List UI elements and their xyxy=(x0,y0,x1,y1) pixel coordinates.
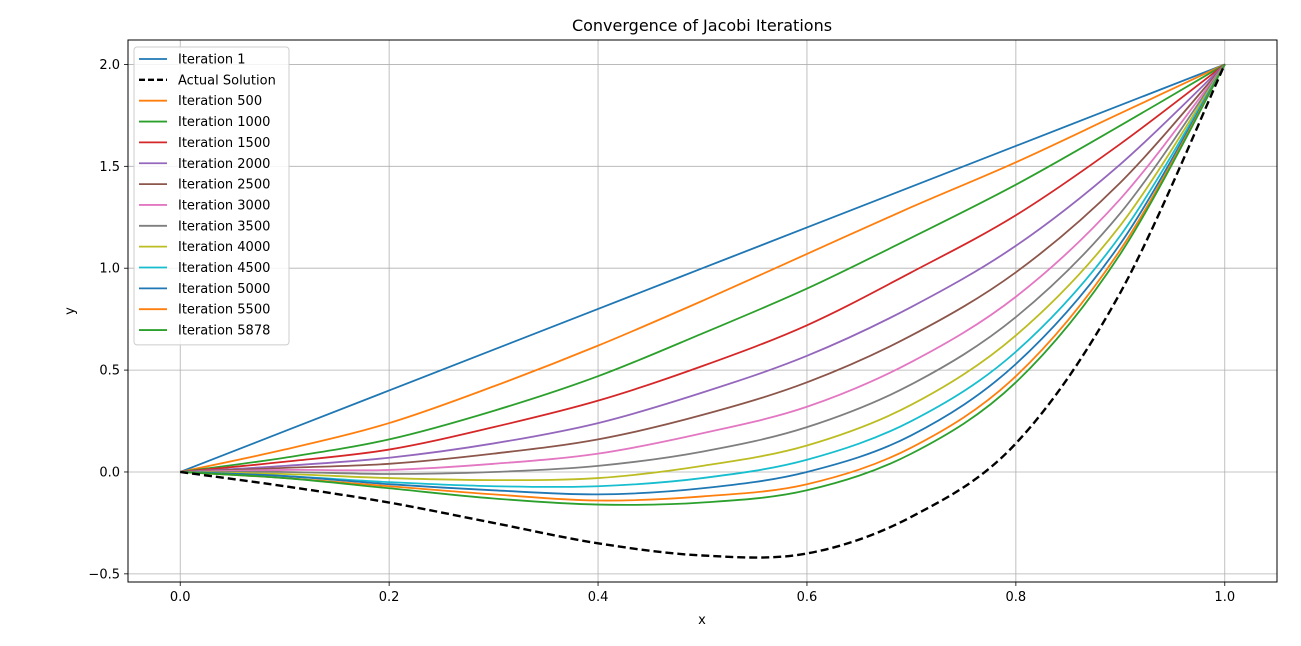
chart-title: Convergence of Jacobi Iterations xyxy=(572,16,832,35)
legend-label: Iteration 1000 xyxy=(178,115,270,130)
x-tick-label: 1.0 xyxy=(1214,590,1235,605)
legend-label: Iteration 2500 xyxy=(178,178,270,193)
legend-label: Iteration 1 xyxy=(178,53,246,68)
legend-label: Iteration 2000 xyxy=(178,157,270,172)
x-tick-label: 0.4 xyxy=(588,590,609,605)
series-line xyxy=(180,63,1226,473)
y-tick-label: −0.5 xyxy=(88,567,120,582)
y-tick-label: 0.5 xyxy=(99,364,120,379)
series-line xyxy=(180,63,1226,488)
x-tick-label: 0.0 xyxy=(170,590,191,605)
series-line xyxy=(180,64,1226,502)
x-tick-label: 0.6 xyxy=(797,590,818,605)
legend: Iteration 1 Actual Solution Iteration 500 I… xyxy=(133,46,290,346)
y-axis-label: y xyxy=(63,307,78,315)
series-line xyxy=(180,63,1226,473)
y-tick-label: 1.0 xyxy=(99,262,120,277)
legend-label: Iteration 5878 xyxy=(178,324,270,339)
series-line xyxy=(180,63,1226,473)
series-line xyxy=(180,63,1226,473)
legend-label: Iteration 3000 xyxy=(178,198,270,213)
series-line xyxy=(180,63,1226,475)
series-line xyxy=(180,64,1226,506)
x-tick-label: 0.2 xyxy=(379,590,400,605)
series-line xyxy=(180,63,1226,559)
y-tick-label: 0.0 xyxy=(99,465,120,480)
x-axis-label: x xyxy=(698,613,706,628)
y-tick-label: 2.0 xyxy=(99,58,120,73)
series-line xyxy=(180,63,1226,473)
legend-label: Iteration 5500 xyxy=(178,303,270,318)
series-line xyxy=(180,63,1226,496)
series-line xyxy=(180,63,1226,482)
series-line xyxy=(179,63,1226,473)
plot-frame xyxy=(127,39,1278,583)
legend-label: Iteration 5000 xyxy=(178,282,270,297)
legend-label: Iteration 1500 xyxy=(178,136,270,151)
series-line xyxy=(180,63,1226,473)
x-tick-label: 0.8 xyxy=(1006,590,1027,605)
legend-label: Iteration 500 xyxy=(178,94,262,109)
legend-label: Iteration 4000 xyxy=(178,240,270,255)
legend-label: Iteration 3500 xyxy=(178,219,270,234)
axis-ticks: 0.0 0.2 0.4 0.6 0.8 1.0 −0.5 0.0 0.5 1.0 1.5 2.0 xyxy=(88,58,1235,605)
y-tick-label: 1.5 xyxy=(99,160,120,175)
plot-lines xyxy=(179,63,1226,559)
legend-label: Actual Solution xyxy=(178,73,276,88)
legend-box xyxy=(133,46,290,346)
legend-label: Iteration 4500 xyxy=(178,261,270,276)
